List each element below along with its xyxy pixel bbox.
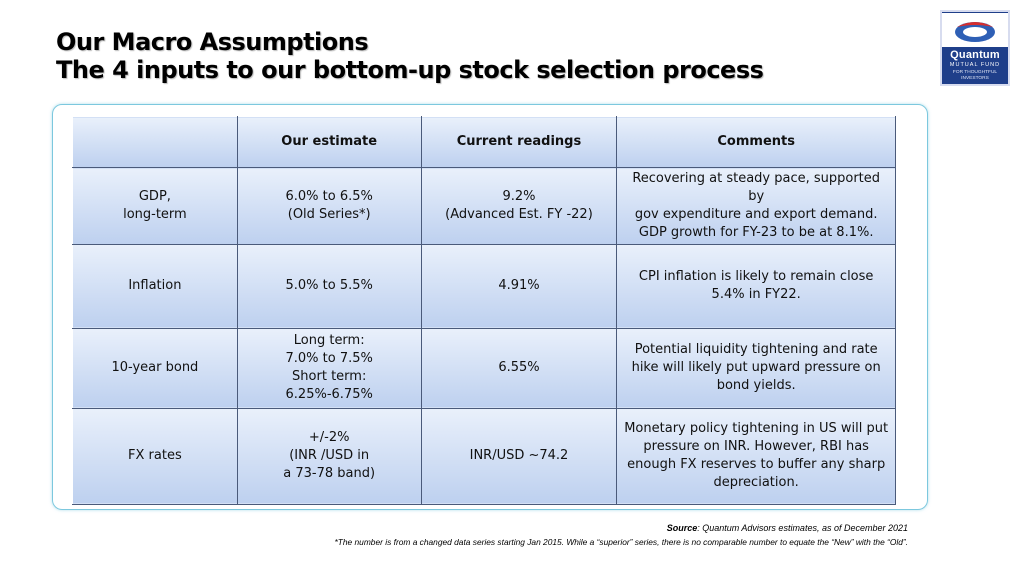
title-line-2: The 4 inputs to our bottom-up stock sele… [56,56,764,85]
text-line: INR/USD ~74.2 [469,448,569,464]
source-text: : Quantum Advisors estimates, as of Dece… [697,523,908,533]
footnote: *The number is from a changed data serie… [334,537,909,547]
text-line: hike will likely put upward pressure on [631,360,881,376]
table-row-10-year-bond: 10-year bond Long term: 7.0% to 7.5% Sho… [72,327,896,409]
text-line: 6.25%-6.75% [285,387,373,403]
table-row-gdp: GDP, long-term 6.0% to 6.5% (Old Series*… [72,167,896,245]
logo-tagline: FOR THOUGHTFUL INVESTORS [952,70,998,81]
text-line: pressure on INR. However, RBI has [643,439,869,455]
quantum-emblem-icon [942,13,1008,47]
text-line: Recovering at steady pace, supported by [632,171,881,204]
comments-cell: CPI inflation is likely to remain close … [616,243,896,329]
comments-cell: Recovering at steady pace, supported by … [616,167,896,245]
text-line: CPI inflation is likely to remain close [638,269,874,285]
text-line: 6.55% [498,360,540,376]
current-cell: 4.91% [420,243,618,329]
text-line: 4.91% [498,278,540,294]
estimate-cell: 6.0% to 6.5% (Old Series*) [236,167,422,245]
current-cell: 6.55% [420,327,618,409]
text-line: gov expenditure and export demand. [634,206,878,222]
text-line: GDP growth for FY-23 to be at 8.1%. [638,224,874,240]
text-line: (Old Series*) [287,206,371,222]
text-line: a 73-78 band) [283,466,376,482]
text-line: Potential liquidity tightening and rate [634,342,878,358]
text-line: Monetary policy tightening in US will pu… [624,421,889,437]
current-cell: INR/USD ~74.2 [420,407,618,505]
text-line: FX rates [128,448,182,464]
text-line: Inflation [128,278,182,294]
title-line-1: Our Macro Assumptions [56,28,369,56]
row-label: GDP, long-term [72,167,238,245]
source-note: Source: Quantum Advisors estimates, as o… [667,523,908,533]
row-label: Inflation [72,243,238,329]
text-line: Short term: [292,369,367,385]
text-line: depreciation. [713,475,799,491]
table-header-row: Our estimate Current readings Comments [72,116,896,168]
table-row-fx-rates: FX rates +/-2% (INR /USD in a 73-78 band… [72,407,896,505]
text-line: 7.0% to 7.5% [285,351,373,367]
text-line: 5.4% in FY22. [711,287,801,303]
row-label: 10-year bond [72,327,238,409]
text-line: +/-2% [308,430,350,446]
current-cell: 9.2% (Advanced Est. FY -22) [420,167,618,245]
slide-title: Our Macro Assumptions The 4 inputs to ou… [56,28,764,85]
text-line: (INR /USD in [289,448,370,464]
header-cell-blank [72,116,238,168]
text-line: Long term: [293,333,365,349]
row-label: FX rates [72,407,238,505]
text-line: 9.2% [502,188,536,204]
text-line: 5.0% to 5.5% [285,278,373,294]
comments-cell: Potential liquidity tightening and rate … [616,327,896,409]
source-label: Source [666,523,698,533]
text-line: 10-year bond [111,360,199,376]
quantum-logo: Quantum MUTUAL FUND FOR THOUGHTFUL INVES… [940,10,1010,86]
text-line: 6.0% to 6.5% [285,188,373,204]
estimate-cell: Long term: 7.0% to 7.5% Short term: 6.25… [236,327,422,409]
header-comments: Comments [616,116,896,168]
table-row-inflation: Inflation 5.0% to 5.5% 4.91% CPI inflati… [72,243,896,329]
macro-assumptions-table: Our estimate Current readings Comments G… [72,116,896,505]
comments-cell: Monetary policy tightening in US will pu… [616,407,896,505]
header-our-estimate: Our estimate [236,116,422,168]
text-line: long-term [123,206,187,222]
header-current-readings: Current readings [420,116,618,168]
logo-subtitle: MUTUAL FUND [949,62,1001,68]
estimate-cell: 5.0% to 5.5% [236,243,422,329]
logo-brand: Quantum [950,49,1000,61]
table-panel [52,104,928,510]
text-line: GDP, [138,188,171,204]
text-line: (Advanced Est. FY -22) [445,206,593,222]
estimate-cell: +/-2% (INR /USD in a 73-78 band) [236,407,422,505]
text-line: bond yields. [716,378,796,394]
text-line: enough FX reserves to buffer any sharp [627,457,886,473]
